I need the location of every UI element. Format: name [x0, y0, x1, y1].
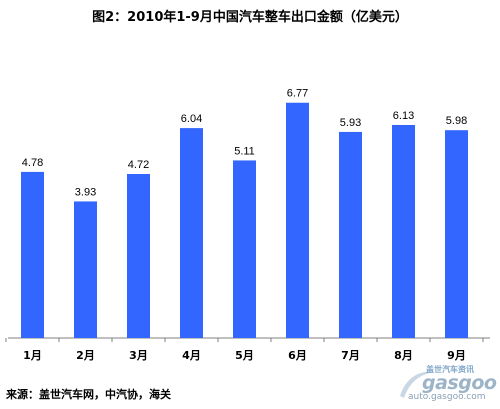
x-tick-label-9: 9月 [447, 349, 466, 362]
value-label-6: 6.77 [287, 88, 308, 100]
x-tick-label-4: 4月 [182, 349, 201, 362]
bar-1 [21, 171, 44, 338]
value-labels-group: 4.78 3.93 4.72 6.04 5.11 6.77 5.93 6.13 5.98 [22, 88, 467, 199]
value-label-3: 4.72 [128, 159, 149, 171]
watermark-swoosh-icon [400, 371, 434, 398]
value-label-2: 3.93 [75, 186, 96, 198]
bars-group [21, 102, 468, 339]
x-tick-label-7: 7月 [341, 349, 360, 362]
chart-title: 图2：2010年1-9月中国汽车整车出口金额（亿美元） [92, 10, 408, 25]
value-label-5: 5.11 [234, 145, 255, 157]
bar-4 [180, 128, 203, 338]
bar-8 [392, 124, 415, 338]
bar-5 [233, 160, 256, 338]
bar-6 [286, 102, 309, 339]
bar-7 [339, 131, 362, 338]
tick-labels-group: 1月 2月 3月 4月 5月 6月 7月 8月 9月 [5, 338, 484, 362]
value-label-4: 6.04 [181, 113, 202, 125]
x-tick-label-6: 6月 [288, 349, 307, 362]
x-tick-label-5: 5月 [235, 349, 254, 362]
value-label-1: 4.78 [22, 157, 43, 169]
watermark-brand: gasgoo [422, 372, 497, 394]
source-note: 来源：盖世汽车网，中汽协，海关 [6, 388, 171, 401]
gasgoo-watermark: 盖世汽车资讯 gasgoo auto.gasgoo.com [396, 362, 497, 404]
x-tick-label-8: 8月 [394, 349, 413, 362]
x-tick-label-3: 3月 [129, 349, 148, 362]
bar-2 [74, 201, 97, 338]
value-label-8: 6.13 [393, 110, 414, 122]
bar-3 [127, 173, 150, 338]
watermark-cn: 盖世汽车资讯 [426, 365, 474, 374]
bar-9 [445, 130, 468, 338]
watermark-url: auto.gasgoo.com [408, 392, 486, 402]
x-tick-label-2: 2月 [76, 349, 95, 362]
value-label-7: 5.93 [340, 117, 361, 129]
x-tick-label-1: 1月 [23, 349, 42, 362]
value-label-9: 5.98 [446, 115, 467, 127]
